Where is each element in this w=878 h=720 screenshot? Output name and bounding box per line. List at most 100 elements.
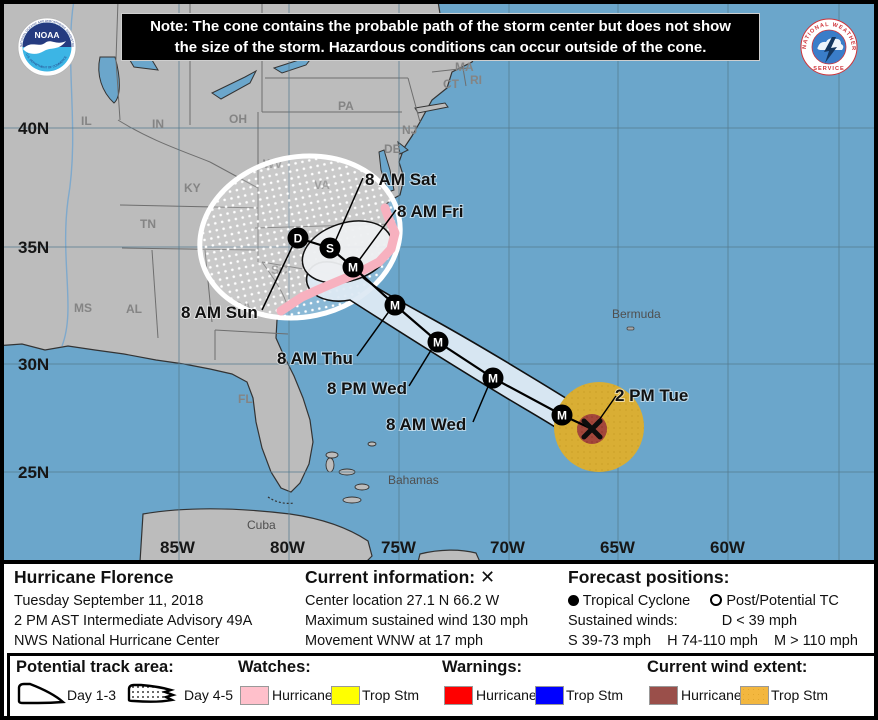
extent-trop-stm-swatch — [740, 686, 769, 705]
wind-range-h: H 74-110 mph — [667, 633, 758, 649]
note-line-2: the size of the storm. Hazardous conditi… — [174, 39, 707, 56]
day45-cone-icon — [127, 683, 177, 703]
legend-panel: Potential track area: Day 1-3 Day 4-5 Wa… — [7, 653, 877, 720]
lat-label: 35N — [18, 238, 49, 257]
time-label-current: 2 PM Tue — [615, 386, 688, 405]
wind-extent-title: Current wind extent: — [647, 658, 808, 676]
panel-divider — [0, 560, 878, 564]
watch-trop-stm-label: Trop Stm — [362, 687, 420, 703]
current-info-title: Current information: ✕ — [305, 567, 496, 587]
state-label: MS — [74, 301, 92, 315]
movement: Movement WNW at 17 mph — [305, 633, 484, 649]
time-label: 8 PM Wed — [327, 379, 407, 398]
storm-info-panel: Hurricane Florence Tuesday September 11,… — [0, 564, 878, 653]
wind-range-m: M > 110 mph — [773, 633, 858, 649]
note-line-1: Note: The cone contains the probable pat… — [150, 18, 731, 35]
state-label: IL — [81, 114, 92, 128]
state-label: IN — [152, 117, 164, 131]
nws-ring-bottom-text: SERVICE — [813, 66, 844, 72]
state-label: MA — [455, 60, 474, 74]
post-potential-circle-icon — [710, 594, 723, 606]
storm-summary-block: Hurricane Florence Tuesday September 11,… — [14, 567, 252, 651]
hurricane-watch-band — [276, 203, 400, 316]
forecast-positions-block: Forecast positions: Tropical Cyclone Pos… — [568, 567, 858, 651]
marker-symbol: M — [390, 299, 400, 313]
forecast-map: IL IN OH PA MA CT RI NJ DE WV VA KY TN S… — [0, 0, 878, 563]
wind-range-s: S 39-73 mph — [568, 633, 652, 649]
time-label: 8 AM Fri — [397, 202, 463, 221]
state-label: PA — [338, 99, 354, 113]
time-label: 8 AM Thu — [277, 349, 353, 368]
state-label: TN — [140, 217, 156, 231]
tropical-cyclone-dot-icon — [568, 595, 579, 606]
state-label: OH — [229, 112, 247, 126]
cone-note-banner: Note: The cone contains the probable pat… — [121, 13, 760, 61]
storm-date: Tuesday September 11, 2018 — [14, 593, 204, 609]
lat-label: 40N — [18, 119, 49, 138]
lon-label: 75W — [381, 538, 417, 557]
forecast-positions-title: Forecast positions: — [568, 567, 730, 587]
place-label-bahamas: Bahamas — [388, 473, 439, 487]
leader-lines — [261, 177, 617, 424]
state-label: CT — [443, 77, 460, 91]
time-label: 8 AM Sat — [365, 170, 437, 189]
day13-cone-icon — [17, 682, 66, 705]
day45-label: Day 4-5 — [184, 687, 234, 703]
warning-hurricane-swatch — [444, 686, 473, 705]
post-potential-label: Post/Potential TC — [726, 593, 839, 609]
marker-symbol: M — [433, 336, 443, 350]
lon-label: 85W — [160, 538, 196, 557]
lon-label: 80W — [270, 538, 306, 557]
storm-title: Hurricane Florence — [14, 567, 174, 587]
bermuda-island — [626, 326, 635, 331]
lat-label: 25N — [18, 463, 49, 482]
watch-trop-stm-swatch — [331, 686, 360, 705]
place-label-bermuda: Bermuda — [612, 307, 661, 321]
time-label: 8 AM Sun — [181, 303, 258, 322]
warning-trop-stm-label: Trop Stm — [566, 687, 624, 703]
current-information-block: Current information: ✕ Center location 2… — [305, 567, 528, 651]
noaa-acronym: NOAA — [34, 30, 59, 40]
lon-label: 70W — [490, 538, 526, 557]
x-symbol: ✕ — [480, 567, 496, 587]
state-label: FL — [238, 392, 253, 406]
gridlines — [0, 0, 878, 562]
state-label: RI — [470, 73, 482, 87]
day13-label: Day 1-3 — [67, 687, 117, 703]
place-label-cuba: Cuba — [247, 518, 276, 532]
sustained-winds-label: Sustained winds: — [568, 613, 678, 629]
lon-label: 65W — [600, 538, 636, 557]
tropical-cyclone-label: Tropical Cyclone — [582, 593, 691, 609]
florida-keys — [267, 496, 295, 504]
state-label: AL — [126, 302, 142, 316]
center-location: Center location 27.1 N 66.2 W — [305, 593, 500, 609]
potential-track-title: Potential track area: — [16, 658, 174, 676]
state-label: KY — [184, 181, 201, 195]
watches-title: Watches: — [238, 658, 311, 676]
warnings-title: Warnings: — [442, 658, 523, 676]
lon-label: 60W — [710, 538, 746, 557]
marker-symbol: M — [488, 372, 498, 386]
graticule-labels: 40N 35N 30N 25N 85W 80W 75W 70W 65W 60W — [18, 119, 746, 557]
extent-hurricane-label: Hurricane — [681, 687, 742, 703]
cuba — [139, 508, 373, 563]
storm-advisory: 2 PM AST Intermediate Advisory 49A — [14, 613, 253, 629]
forecast-markers: M M M M M S D — [287, 227, 573, 426]
extent-trop-stm-label: Trop Stm — [771, 687, 829, 703]
warning-trop-stm-swatch — [535, 686, 564, 705]
marker-symbol: M — [348, 261, 358, 275]
marker-symbol: M — [557, 409, 567, 423]
watch-hurricane-label: Hurricane — [272, 687, 333, 703]
max-sustained-wind: Maximum sustained wind 130 mph — [305, 613, 529, 629]
marker-symbol: S — [326, 242, 334, 256]
watch-hurricane-swatch — [240, 686, 269, 705]
state-label: DE — [384, 142, 401, 156]
time-label: 8 AM Wed — [386, 415, 466, 434]
warning-hurricane-label: Hurricane — [476, 687, 537, 703]
current-position-x-icon — [581, 418, 603, 440]
state-label: NJ — [402, 123, 417, 137]
track-time-labels: 2 PM Tue 8 AM Wed 8 PM Wed 8 AM Thu 8 AM… — [180, 169, 689, 435]
nws-logo-icon: NATIONAL WEATHER SERVICE — [800, 18, 858, 76]
storm-agency: NWS National Hurricane Center — [14, 633, 220, 649]
